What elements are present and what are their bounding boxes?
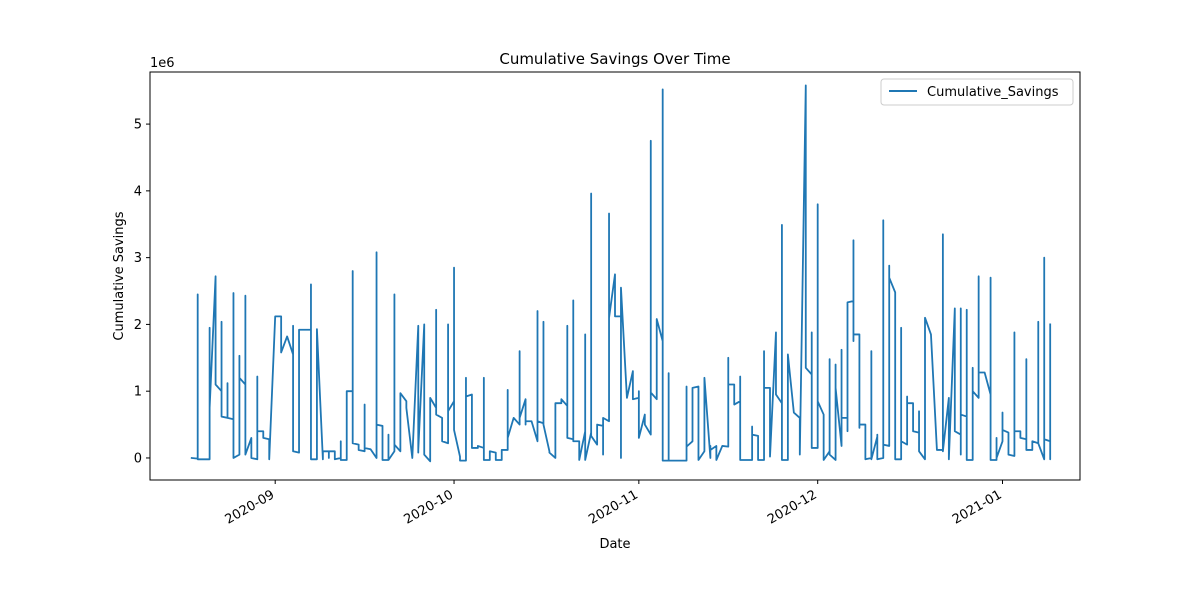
series-layer <box>190 84 1052 463</box>
y-tick-label: 5 <box>134 118 142 133</box>
chart-title: Cumulative Savings Over Time <box>499 50 730 68</box>
legend-box <box>880 78 1074 106</box>
y-tick-label: 4 <box>134 184 142 199</box>
legend-label: Cumulative_Savings <box>927 85 1059 100</box>
y-tick-label: 0 <box>134 451 142 466</box>
plot-frame <box>149 71 1081 481</box>
legend: Cumulative_Savings <box>880 78 1074 106</box>
y-axis-label: Cumulative Savings <box>112 211 127 340</box>
y-tick-label: 3 <box>134 251 142 266</box>
y-tick-label: 1 <box>134 385 142 400</box>
series-line-Cumulative_Savings <box>190 84 1052 463</box>
y-tick-label: 2 <box>134 318 142 333</box>
y-offset-label: 1e6 <box>150 56 175 71</box>
x-axis-label: Date <box>599 537 630 552</box>
y-axis: 0 1 2 3 4 5 <box>134 118 150 466</box>
